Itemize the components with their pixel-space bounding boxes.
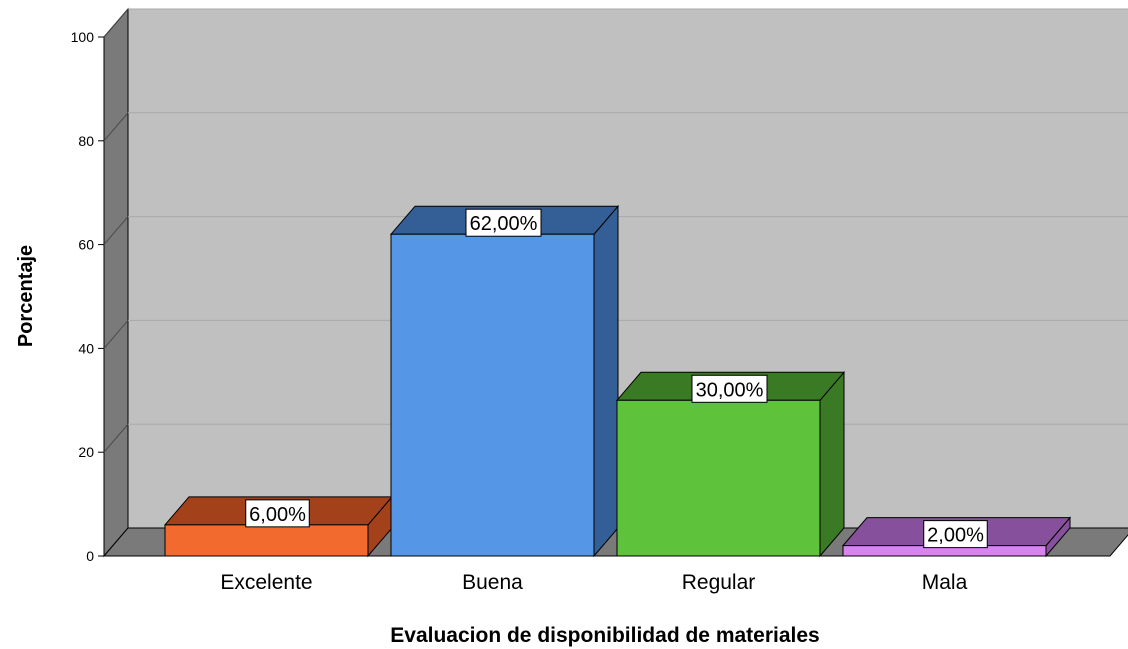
x-tick-label: Excelente xyxy=(220,571,312,594)
y-axis-label: Porcentaje xyxy=(15,245,37,347)
wall-gridline xyxy=(103,8,129,38)
wall-gridline xyxy=(103,423,129,453)
y-tick-label: 60 xyxy=(78,237,94,253)
left-wall xyxy=(103,7,129,558)
bar-mala: 2,00% xyxy=(841,516,1072,558)
x-tick-label: Mala xyxy=(922,571,968,594)
wall-gridline xyxy=(103,216,129,245)
data-label: 2,00% xyxy=(927,525,984,547)
y-tick-label: 40 xyxy=(78,340,94,356)
bar-buena: 62,00% xyxy=(389,204,620,558)
data-label-box xyxy=(245,499,310,528)
data-label: 62,00% xyxy=(470,213,538,235)
x-tick-label: Regular xyxy=(682,571,756,594)
wall-gridline xyxy=(103,112,129,142)
bar-side xyxy=(819,370,845,558)
x-tick-label: Buena xyxy=(462,571,523,594)
data-label: 30,00% xyxy=(696,379,764,401)
wall-gridline xyxy=(103,320,129,349)
y-tick-label: 80 xyxy=(78,133,94,149)
bar-regular: 30,00% xyxy=(615,370,846,558)
bar-side xyxy=(593,204,619,558)
x-axis-label: Evaluacion de disponibilidad de material… xyxy=(390,624,819,647)
bar-front xyxy=(616,399,821,557)
bar-excelente: 6,00% xyxy=(163,495,394,558)
y-tick-label: 20 xyxy=(78,444,94,460)
data-label-box xyxy=(465,208,542,237)
y-tick-label: 0 xyxy=(86,548,94,564)
y-tick-label: 100 xyxy=(71,29,95,45)
data-label-box xyxy=(923,520,988,549)
bar-front xyxy=(164,524,369,557)
data-label: 6,00% xyxy=(249,504,306,526)
data-label-box xyxy=(691,374,768,403)
bar-front xyxy=(390,233,595,557)
